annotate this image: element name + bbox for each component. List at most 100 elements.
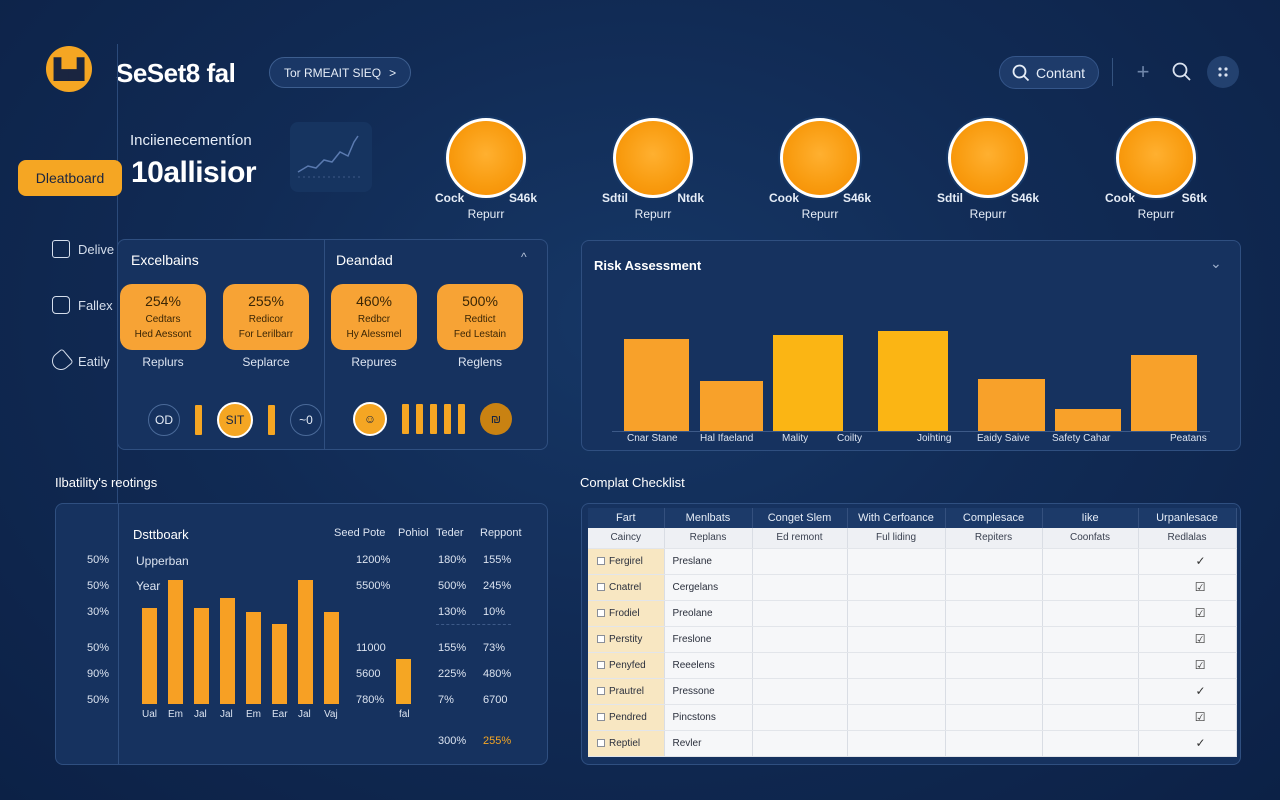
collapse-icon[interactable]: ^ bbox=[521, 250, 527, 264]
trend-badge-icon[interactable]: ~0 bbox=[290, 404, 322, 436]
checklist-empty-cell bbox=[945, 704, 1043, 731]
liability-x-label: Ual bbox=[142, 709, 158, 720]
checklist-empty-cell bbox=[847, 652, 946, 679]
table-row[interactable]: Reptiel Revler ✓ bbox=[588, 730, 1237, 757]
helmet-card[interactable]: Sdtil S46k Repurr bbox=[923, 118, 1053, 221]
worker-badge-icon[interactable]: ☺ bbox=[353, 402, 387, 436]
checkbox[interactable] bbox=[597, 660, 605, 669]
metric-label: Seplarce bbox=[242, 355, 290, 369]
checklist-item[interactable]: Fergirel bbox=[588, 548, 665, 575]
table-row[interactable]: Prautrel Pressone ✓ bbox=[588, 678, 1237, 705]
checklist-cell: Pressone bbox=[664, 678, 753, 705]
risk-tick-label: Mality bbox=[782, 433, 809, 444]
checkbox[interactable] bbox=[597, 686, 605, 695]
plus-icon[interactable]: + bbox=[1136, 59, 1150, 84]
checklist-subheader: Coonfats bbox=[1042, 528, 1139, 549]
table-row[interactable]: Frodiel Preolane ☑ bbox=[588, 600, 1237, 627]
helmet-sub-label: Repurr bbox=[467, 207, 505, 221]
checklist-empty-cell bbox=[945, 626, 1043, 653]
table-row[interactable]: Pendred Pincstons ☑ bbox=[588, 704, 1237, 731]
risk-bar bbox=[700, 381, 763, 431]
apps-grid-icon[interactable] bbox=[1207, 56, 1239, 88]
liability-x-label: Em bbox=[168, 709, 183, 720]
metric-line1: Cedtars bbox=[145, 314, 181, 325]
liability-sub2: Year bbox=[136, 579, 161, 593]
chevron-down-icon[interactable]: ⌄ bbox=[1210, 255, 1222, 271]
checkmark-icon[interactable]: ☑ bbox=[1138, 600, 1237, 627]
checklist-item[interactable]: Perstity bbox=[588, 626, 665, 653]
checkbox[interactable] bbox=[597, 582, 605, 591]
helmet-right-label: S46k bbox=[842, 191, 871, 205]
checkmark-icon[interactable]: ✓ bbox=[1138, 548, 1237, 575]
badge-icon[interactable]: OD bbox=[148, 404, 180, 436]
liability-header: Teder bbox=[436, 527, 464, 539]
metric-line1: Redicor bbox=[248, 314, 284, 325]
checkmark-icon[interactable]: ✓ bbox=[1138, 678, 1237, 705]
helmet-card[interactable]: Cook S6tk Repurr bbox=[1091, 118, 1221, 221]
checkmark-icon[interactable]: ✓ bbox=[1138, 730, 1237, 757]
checkmark-icon[interactable]: ☑ bbox=[1138, 626, 1237, 653]
mini-bar bbox=[396, 659, 411, 704]
metric-card[interactable]: 254% Cedtars Hed Aessont bbox=[120, 284, 206, 350]
checklist-empty-cell bbox=[945, 574, 1043, 601]
checklist-item[interactable]: Cnatrel bbox=[588, 574, 665, 601]
checklist-empty-cell bbox=[1042, 652, 1139, 679]
helmet-left-label: Cook bbox=[1105, 191, 1135, 205]
checklist-header: Fart bbox=[588, 508, 665, 528]
camera-icon bbox=[52, 296, 70, 314]
checkbox[interactable] bbox=[597, 556, 605, 565]
table-row[interactable]: Cnatrel Cergelans ☑ bbox=[588, 574, 1237, 601]
liability-y-label: 50% bbox=[87, 554, 110, 566]
checklist-item[interactable]: Prautrel bbox=[588, 678, 665, 705]
helmet-card[interactable]: Cock S46k Repurr bbox=[421, 118, 551, 221]
checklist-empty-cell bbox=[752, 600, 848, 627]
checklist-item[interactable]: Reptiel bbox=[588, 730, 665, 757]
helmet-card[interactable]: Sdtil Ntdk Repurr bbox=[588, 118, 718, 221]
metric-card[interactable]: 255% Redicor For Lerilbarr bbox=[223, 284, 309, 350]
save-badge-icon[interactable]: ₪ bbox=[480, 403, 512, 435]
checklist-cell: Cergelans bbox=[664, 574, 753, 601]
checkmark-icon[interactable]: ☑ bbox=[1138, 652, 1237, 679]
liability-x-label: Ear bbox=[272, 709, 288, 720]
checklist-subheader: Ful liding bbox=[847, 528, 946, 549]
search-button[interactable]: Contant bbox=[999, 56, 1099, 89]
magnifier-icon[interactable] bbox=[1171, 61, 1193, 83]
checklist-empty-cell bbox=[1042, 574, 1139, 601]
checkbox[interactable] bbox=[597, 738, 605, 747]
checkmark-icon[interactable]: ☑ bbox=[1138, 574, 1237, 601]
risk-bar bbox=[978, 379, 1045, 431]
checklist-header: Urpanlesace bbox=[1138, 508, 1237, 528]
helmet-sub-label: Repurr bbox=[801, 207, 839, 221]
checklist-item[interactable]: Pendred bbox=[588, 704, 665, 731]
metric-line2: For Lerilbarr bbox=[238, 329, 294, 340]
metric-card[interactable]: 500% Redtict Fed Lestain bbox=[437, 284, 523, 350]
table-row[interactable]: Fergirel Preslane ✓ bbox=[588, 548, 1237, 575]
checklist-item[interactable]: Penyfed bbox=[588, 652, 665, 679]
panel-title-left: Excelbains bbox=[131, 252, 199, 268]
checkbox[interactable] bbox=[597, 608, 605, 617]
checklist-empty-cell bbox=[752, 730, 848, 757]
checkmark-icon[interactable]: ☑ bbox=[1138, 704, 1237, 731]
helmet-label-row: Cock S46k bbox=[421, 191, 551, 205]
checklist-empty-cell bbox=[847, 678, 946, 705]
nav-item-eatily[interactable]: Eatily bbox=[48, 348, 110, 374]
nav-item-delive[interactable]: Delive bbox=[52, 240, 114, 258]
checkbox[interactable] bbox=[597, 712, 605, 721]
helmet-card[interactable]: Cook S46k Repurr bbox=[755, 118, 885, 221]
metric-card[interactable]: 460% Redbcr Hy Alessmel bbox=[331, 284, 417, 350]
table-row[interactable]: Perstity Freslone ☑ bbox=[588, 626, 1237, 653]
checkbox[interactable] bbox=[597, 634, 605, 643]
checklist-item[interactable]: Frodiel bbox=[588, 600, 665, 627]
nav-item-fallex[interactable]: Fallex bbox=[52, 296, 113, 314]
liability-cell: 155% bbox=[438, 642, 467, 654]
checklist-empty-cell bbox=[1042, 626, 1139, 653]
table-row[interactable]: Penyfed Reeelens ☑ bbox=[588, 652, 1237, 679]
worker-logo-icon[interactable]: ▙▟ bbox=[46, 46, 92, 92]
hard-hat-icon bbox=[613, 118, 693, 198]
risk-tick-label: Coilty bbox=[837, 433, 863, 444]
liability-cell: 225% bbox=[438, 668, 467, 680]
truck-icon bbox=[52, 240, 70, 258]
worker-badge-icon[interactable]: SIT bbox=[217, 402, 253, 438]
nav-item-dashboard[interactable]: Dleatboard bbox=[18, 160, 122, 196]
breadcrumb-pill[interactable]: Tor RMEAIT SIEQ > bbox=[269, 57, 412, 88]
